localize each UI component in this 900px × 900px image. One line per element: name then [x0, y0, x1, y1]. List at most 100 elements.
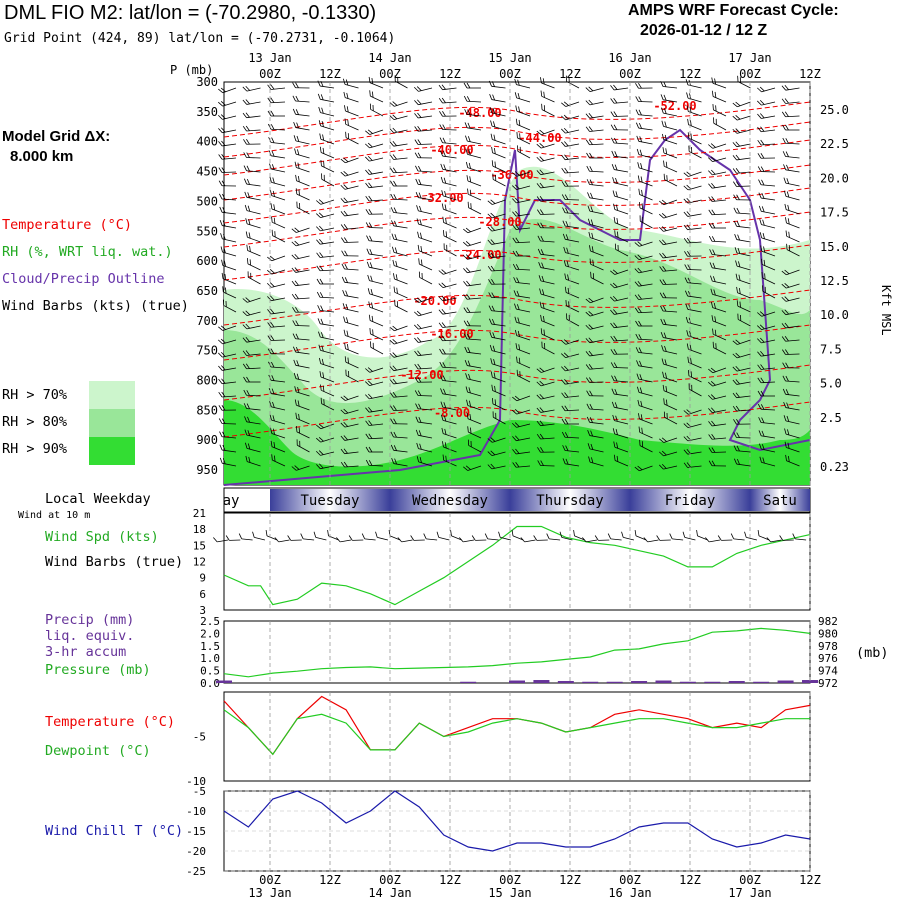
wind-barb-shaft: [442, 155, 457, 159]
wind-barb-flag: [220, 325, 226, 330]
wind-barb-flag: [318, 212, 324, 218]
wind-barb-flag: [738, 274, 741, 281]
wind-barb-shaft: [761, 311, 776, 317]
wind-barb-flag: [732, 353, 738, 359]
wind-barb-shaft: [540, 280, 555, 285]
wind-barb: [415, 403, 433, 411]
wind-barb-flag: [512, 462, 517, 468]
wind-barb-flag: [296, 439, 298, 446]
wind-barb-flag: [340, 224, 345, 230]
wind-barb-shaft: [663, 451, 678, 457]
wind-barb-shaft: [712, 320, 727, 327]
wind-barb-flag: [348, 370, 350, 377]
wind-barb-shaft: [712, 267, 727, 271]
wind-barb: [585, 311, 604, 317]
wind-barb-shaft: [638, 140, 653, 145]
wind-barb-flag: [322, 385, 325, 392]
wind-barb-shaft: [785, 407, 800, 411]
surface-wind-barb-flag: [533, 535, 538, 541]
wind-barb: [661, 358, 678, 369]
wind-barb-flag: [539, 196, 544, 202]
wind-barb-flag: [464, 109, 468, 115]
wind-barb-shaft: [344, 268, 359, 271]
wind-barb-flag: [690, 371, 693, 378]
wind-barb-flag: [492, 398, 494, 404]
wind-barb: [489, 93, 506, 103]
wind-barb-shaft: [467, 114, 482, 117]
wind-barb-flag: [786, 243, 788, 250]
wind-barb: [440, 388, 457, 397]
wind-barb-flag: [298, 189, 300, 196]
wind-barb-shaft: [712, 280, 727, 285]
wind-barb-flag: [686, 462, 691, 468]
wind-barb-shaft: [467, 255, 482, 260]
wind-barb: [686, 105, 702, 117]
wind-barb-shaft: [566, 81, 580, 89]
wind-barb-shaft: [761, 115, 776, 119]
wind-barb-flag: [640, 414, 643, 421]
wind-barb-shaft: [589, 461, 604, 467]
surface-wind-barb-shaft: [610, 538, 622, 541]
wind-barb-shaft: [466, 100, 482, 103]
wind-barb-flag: [367, 380, 373, 386]
wind-barb-flag: [566, 261, 569, 267]
wind-barb-flag: [270, 348, 275, 355]
wind-barb-flag: [222, 431, 226, 438]
surface-wind-barb: [348, 535, 364, 541]
wind-barb: [292, 307, 310, 313]
wind-barb-flag: [316, 437, 321, 443]
wind-barb-shaft: [736, 395, 751, 399]
wind-barb-flag: [760, 390, 765, 397]
wind-barb-shaft: [320, 199, 335, 205]
wind-barb: [686, 343, 702, 355]
wind-barb-flag: [318, 450, 324, 455]
wind-barb: [585, 112, 604, 119]
wind-barb-flag: [614, 375, 618, 382]
surface-wind-barb-shaft: [315, 536, 327, 541]
wind-barb-flag: [565, 300, 567, 306]
wind-barb: [243, 152, 261, 159]
wind-barb: [367, 288, 384, 299]
wind-barb: [365, 182, 384, 189]
wind-barb-flag: [291, 228, 297, 233]
wind-barb-flag: [711, 182, 716, 188]
wind-barb: [365, 155, 384, 162]
wind-barb: [611, 163, 629, 173]
wind-barb-flag: [615, 191, 618, 198]
wind-barb: [242, 310, 261, 317]
wind-barb-shaft: [540, 293, 555, 299]
wind-barb-flag: [610, 98, 615, 104]
wind-barb-flag: [590, 430, 594, 437]
weekday-cell: [630, 489, 750, 511]
wind-barb: [512, 184, 531, 191]
surface-wind-barb: [607, 533, 622, 541]
precip-tick: 1.0: [200, 652, 220, 665]
wind-barb-shaft: [296, 465, 310, 471]
wind-barb-flag: [443, 177, 447, 184]
wind-barb-shaft: [271, 366, 286, 369]
wind-barb: [440, 401, 457, 411]
wind-barb: [221, 259, 237, 271]
wind-barb-shaft: [491, 99, 506, 103]
temperature-contour-label: -48.00: [458, 106, 501, 120]
wind-barb-flag: [683, 172, 689, 177]
wind-barb-flag: [323, 399, 325, 406]
wind-barb: [491, 160, 506, 173]
wind-barb: [418, 271, 433, 285]
wind-barb: [636, 373, 653, 383]
wind-barb-flag: [487, 226, 493, 232]
wind-barb-flag: [686, 237, 691, 243]
wind-barb-shaft: [222, 129, 237, 134]
wind-barb-flag: [297, 176, 300, 182]
wind-barb-shaft: [468, 193, 482, 201]
wind-barb: [733, 194, 751, 201]
wind-barb-flag: [490, 120, 493, 127]
wind-barb-flag: [368, 182, 373, 188]
pressure-tick-label: 550: [196, 224, 218, 238]
wind-barb: [487, 437, 506, 443]
wind-barb-flag: [639, 439, 641, 446]
wind-barb-flag: [416, 218, 419, 225]
wind-barb: [244, 204, 261, 215]
wind-barb: [514, 92, 531, 103]
surface-wind-barb: [265, 530, 278, 541]
